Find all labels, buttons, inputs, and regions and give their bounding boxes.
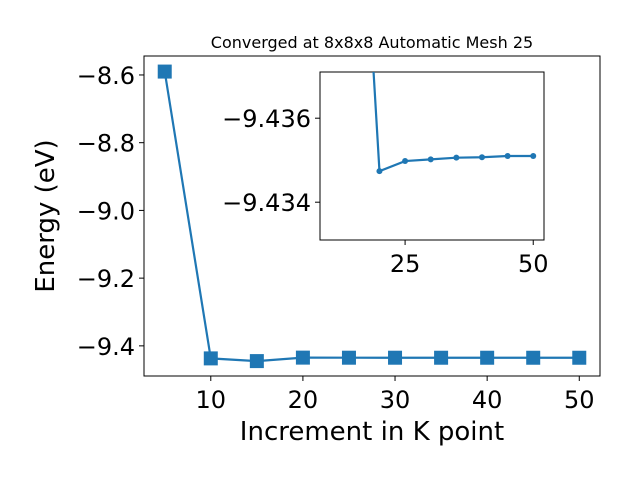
y-tick-label: −9.0 [77, 197, 135, 225]
marker [157, 64, 172, 79]
chart-title: Converged at 8x8x8 Automatic Mesh 25 [211, 33, 533, 52]
marker [249, 354, 264, 369]
y-tick-label: −8.6 [77, 62, 135, 90]
y-tick-label: −9.4 [77, 333, 135, 361]
y-tick-label: −9.436 [222, 105, 311, 133]
marker [530, 153, 537, 159]
marker [376, 168, 383, 175]
y-axis-label: Energy (eV) [31, 139, 61, 292]
marker [480, 350, 495, 365]
marker [295, 350, 310, 365]
marker [434, 350, 449, 365]
marker [341, 350, 356, 365]
marker [478, 154, 485, 161]
marker [203, 351, 218, 366]
plot-area [157, 64, 587, 369]
y-tick-label: −9.2 [77, 265, 135, 293]
marker [453, 154, 460, 161]
marker [572, 350, 587, 365]
x-tick-label: 50 [518, 250, 549, 278]
line [372, 72, 534, 173]
y-tick-label: −8.8 [77, 130, 135, 158]
x-tick-label: 25 [390, 250, 421, 278]
marker [504, 153, 511, 159]
x-tick-label: 10 [196, 386, 227, 414]
marker [526, 350, 541, 365]
plot-area [372, 72, 537, 175]
marker [427, 156, 434, 163]
x-axis-label: Increment in K point [240, 417, 504, 447]
marker [388, 350, 403, 365]
x-tick-label: 20 [288, 386, 319, 414]
y-tick-label: −9.434 [222, 189, 311, 217]
line [163, 71, 580, 363]
x-tick-label: 50 [564, 386, 595, 414]
marker [402, 158, 409, 165]
x-tick-label: 40 [472, 386, 503, 414]
x-tick-label: 30 [380, 386, 411, 414]
